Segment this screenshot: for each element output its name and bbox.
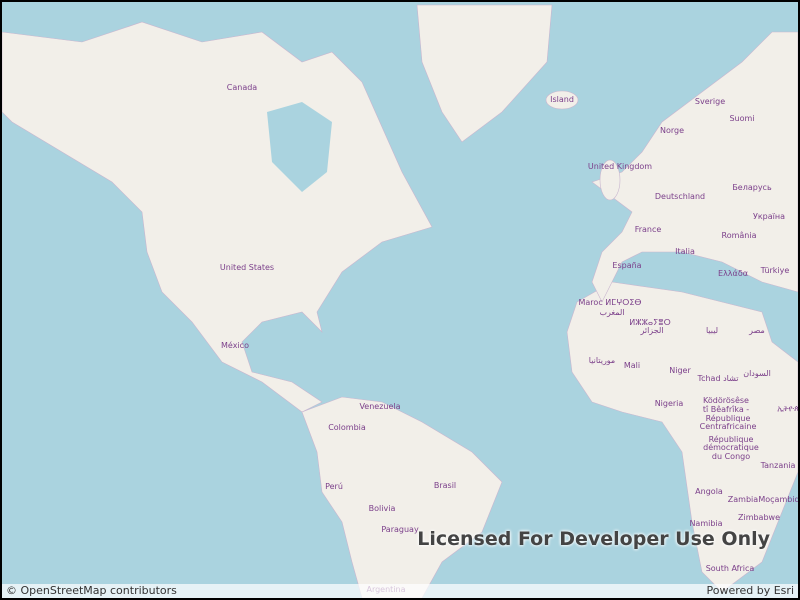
place-label: Mali	[624, 361, 640, 370]
place-label: المغرب	[599, 308, 624, 317]
place-label: tî Bêafrîka -	[703, 404, 749, 414]
place-label: Paraguay	[381, 525, 419, 534]
place-label: Maroc ⵍⵎⵖⵔⵉⴱ	[579, 298, 642, 307]
place-label: Italia	[675, 247, 695, 256]
iceland	[545, 90, 579, 110]
place-label: Norge	[660, 126, 684, 135]
place-label: الجزائر	[639, 326, 663, 335]
place-label: République	[706, 413, 751, 423]
place-label: موريتانيا	[589, 356, 615, 365]
place-label: Zimbabwe	[738, 513, 780, 522]
place-label: Ελλάδα	[718, 269, 748, 278]
place-label: مصر	[748, 326, 765, 335]
south-america	[301, 396, 503, 598]
place-label: ليبيا	[706, 326, 718, 335]
place-label: Nigeria	[655, 399, 684, 408]
place-label: Niger	[669, 366, 691, 375]
place-label: México	[221, 340, 249, 350]
place-label: Canada	[227, 83, 258, 92]
watermark: Licensed For Developer Use Only	[417, 528, 770, 550]
place-label: Україна	[753, 212, 785, 221]
place-label: España	[612, 261, 641, 270]
place-label: Sverige	[695, 97, 725, 106]
place-label: ኢትዮጵያ	[777, 404, 798, 413]
north-america	[2, 21, 433, 413]
place-label: Ködörösêse	[703, 395, 749, 405]
place-label: Angola	[695, 487, 723, 496]
place-label: Tchad تشاد	[697, 374, 739, 383]
place-label: السودان	[743, 369, 771, 378]
place-label: France	[635, 225, 662, 234]
place-label: Namibia	[689, 519, 722, 528]
powered-by[interactable]: Powered by Esri	[706, 584, 794, 597]
place-label: Centrafricaine	[700, 422, 757, 431]
britain	[599, 159, 621, 201]
place-label: Perú	[325, 482, 343, 491]
place-label: Беларусь	[732, 183, 772, 192]
place-label: United States	[220, 263, 274, 272]
place-label: République	[709, 434, 754, 444]
place-label: Island	[550, 95, 574, 104]
place-label: South Africa	[706, 564, 755, 573]
africa	[566, 281, 798, 593]
place-label: Deutschland	[655, 192, 705, 201]
place-label: Zambia	[728, 495, 758, 504]
place-label: du Congo	[712, 452, 750, 461]
place-label: Brasil	[434, 481, 456, 490]
place-label: Bolivia	[369, 504, 396, 513]
place-label: Moçambique	[758, 495, 798, 504]
place-label: Tanzania	[760, 461, 796, 470]
place-label: Colombia	[328, 423, 366, 432]
greenland	[416, 4, 553, 143]
place-label: Venezuela	[359, 402, 400, 411]
europe	[591, 31, 798, 303]
place-label: United Kingdom	[588, 162, 652, 171]
place-label: ⵍⵣⵣⴰⵢⴻⵔ	[629, 318, 670, 327]
place-label: démocratique	[703, 442, 759, 452]
place-label: România	[722, 231, 757, 240]
hudson-bay	[267, 102, 332, 192]
place-label: Türkiye	[760, 266, 790, 275]
land	[2, 4, 798, 598]
place-label: Suomi	[729, 114, 754, 123]
attribution[interactable]: © OpenStreetMap contributors	[6, 584, 177, 597]
attribution-bar: © OpenStreetMap contributors Powered by …	[2, 584, 798, 598]
